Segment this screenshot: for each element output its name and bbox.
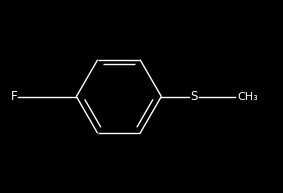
Text: S: S xyxy=(190,90,198,103)
Text: CH₃: CH₃ xyxy=(238,91,258,102)
Text: F: F xyxy=(11,90,18,103)
